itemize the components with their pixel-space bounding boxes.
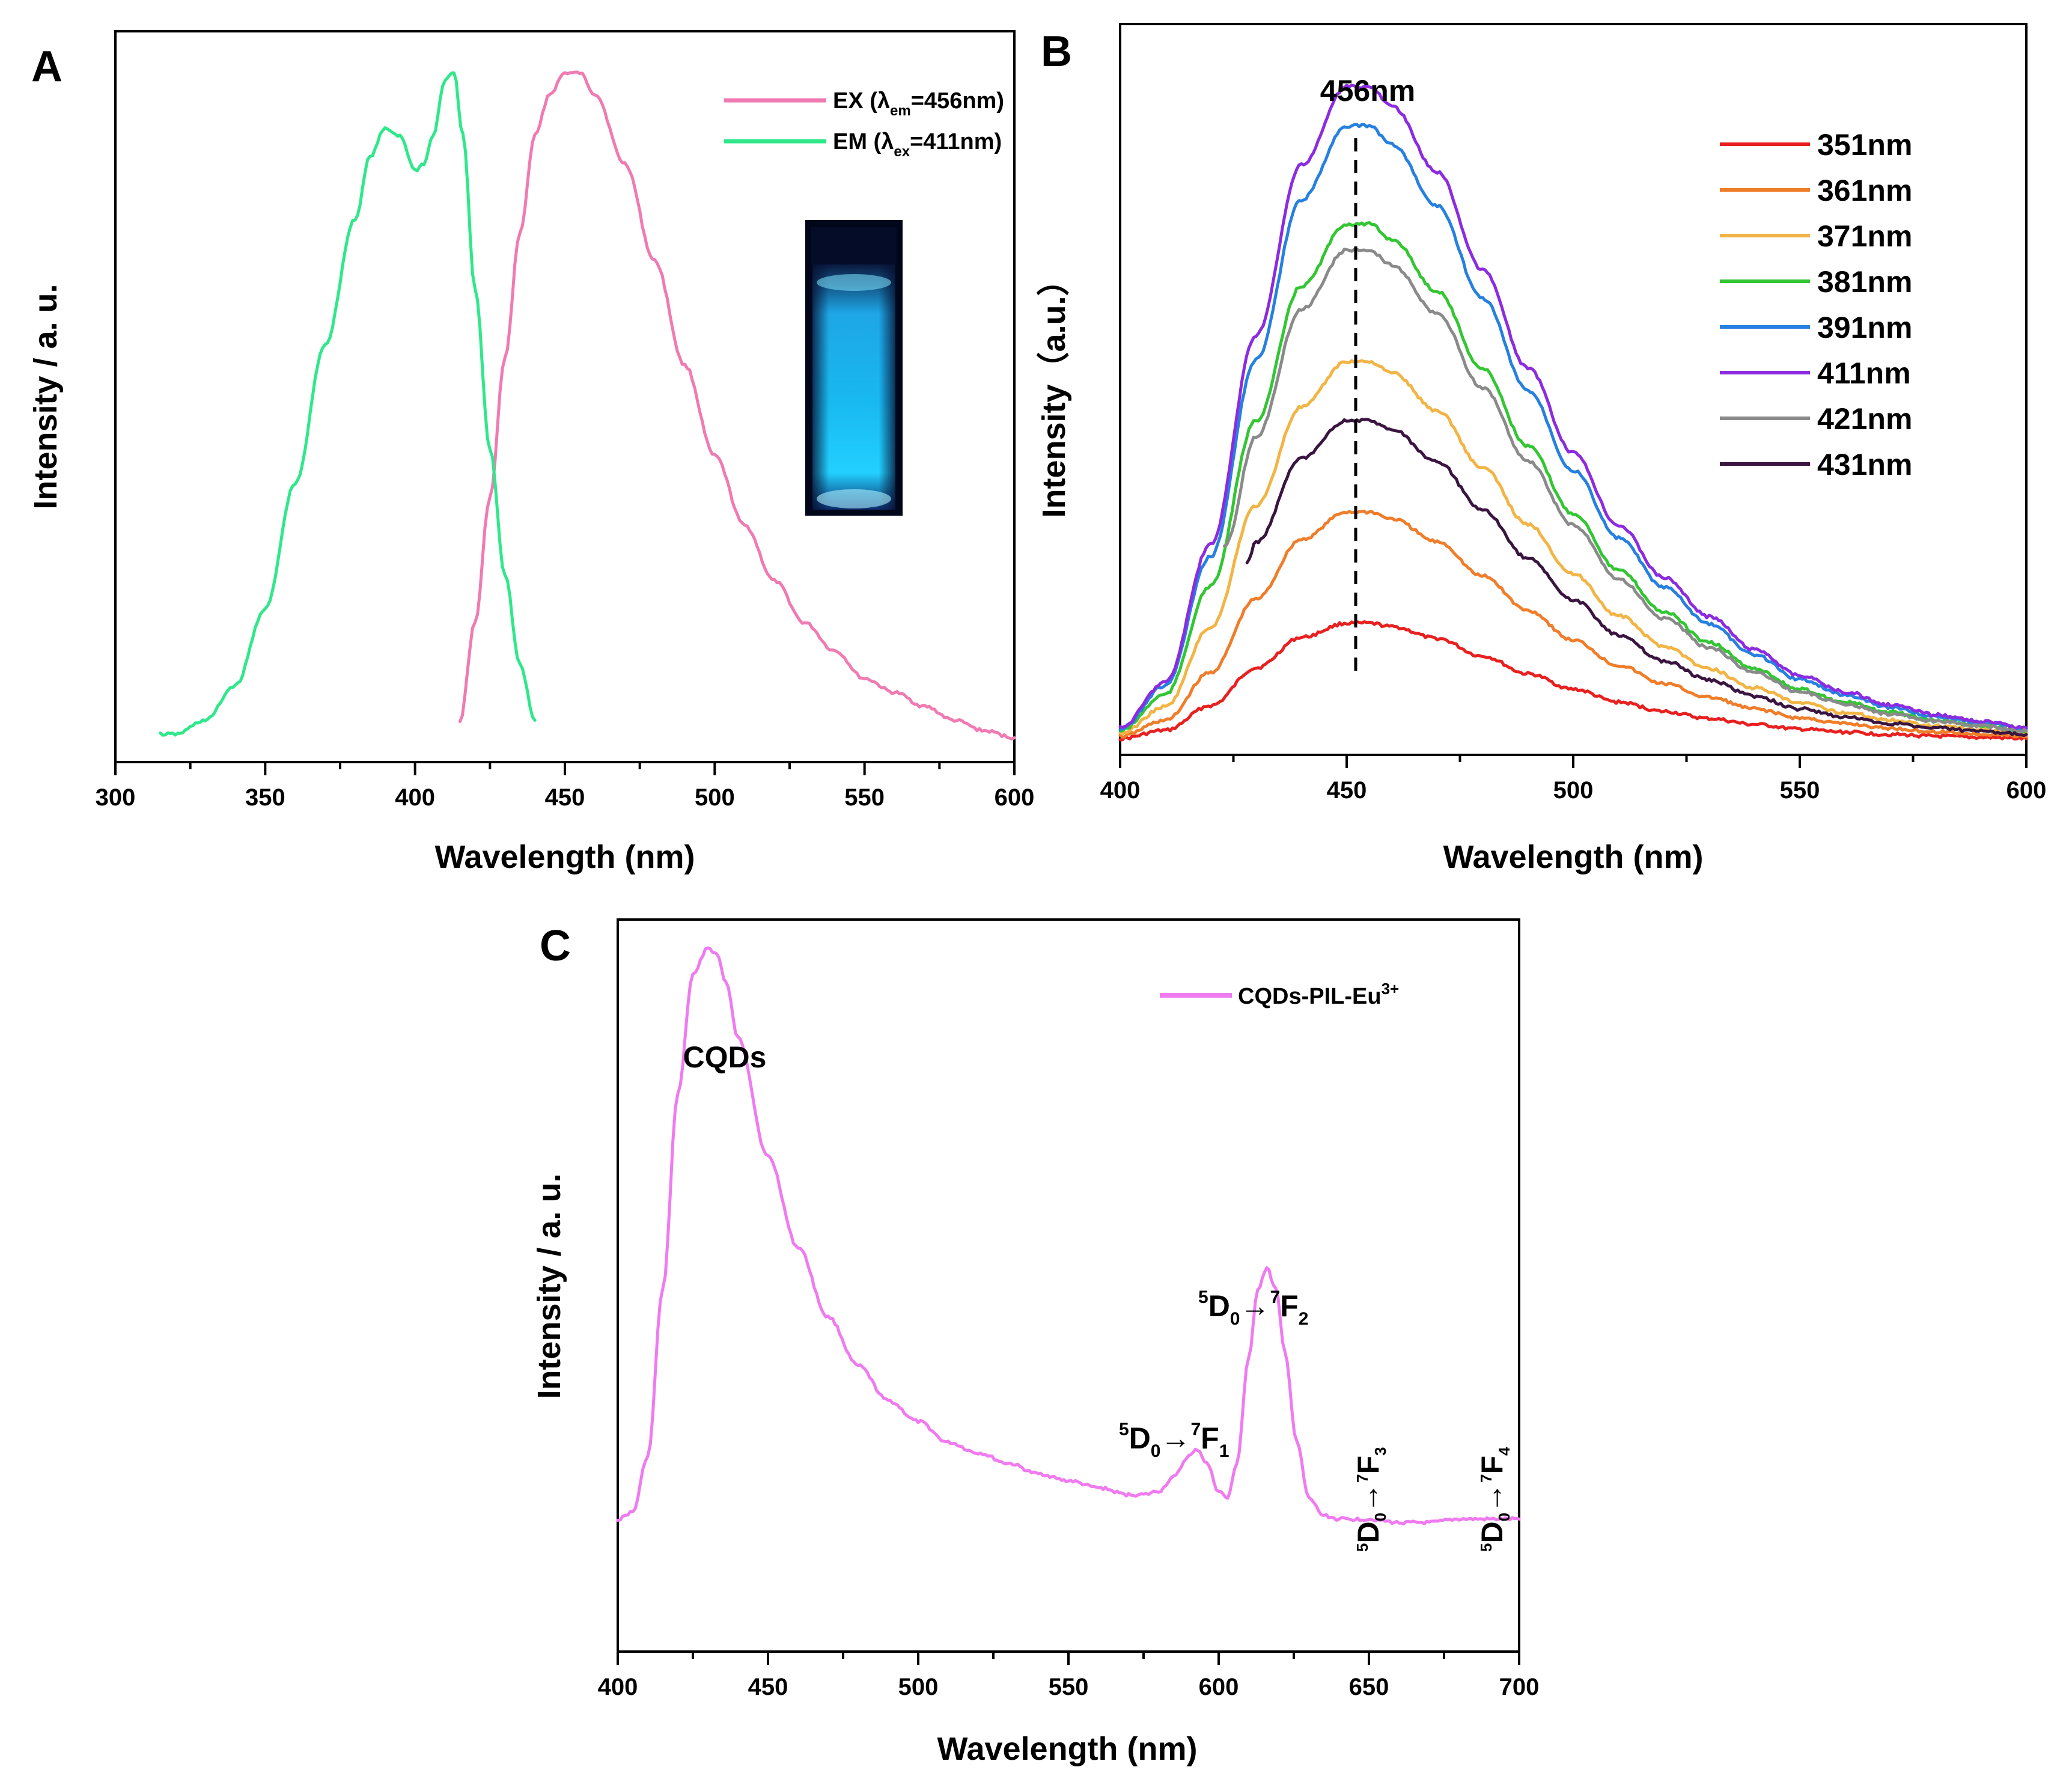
- annotation-5d0-7f1: 5D0→7F1: [1119, 1420, 1229, 1461]
- x-tick-label-550: 550: [1780, 777, 1820, 804]
- x-tick-label-650: 650: [1349, 1674, 1389, 1700]
- x-tick-label-500: 500: [898, 1674, 939, 1700]
- annotation-5d0-7f2: 5D0→7F2: [1198, 1287, 1308, 1329]
- series-cqds-pil-eu3-: [616, 946, 1521, 1526]
- x-tick-label-450: 450: [1327, 777, 1367, 804]
- panel-b-x-ticks: 400 450 500 550 600: [1100, 755, 2047, 804]
- series-351nm: [1118, 620, 2028, 742]
- panel-b-y-axis-title: Intensity（a.u.）: [1036, 263, 1072, 517]
- panel-a-legend: EX (λem=456nm) EM (λex=411nm): [724, 88, 1004, 160]
- panel-a-letter: A: [31, 43, 62, 91]
- annotation-5d0-7f4: 5D0→7F4: [1475, 1447, 1513, 1552]
- cuvette-photo: [805, 220, 903, 516]
- x-tick-label-400: 400: [395, 784, 435, 811]
- x-tick-label-600: 600: [1199, 1674, 1239, 1700]
- legend-label-361nm: 361nm: [1817, 174, 1912, 207]
- x-tick-label-600: 600: [995, 784, 1035, 811]
- panel-b: B 400 450 500 550 600 456nm Wavelength (nm) …: [1036, 23, 2047, 875]
- panel-c-x-axis-title: Wavelength (nm): [937, 1731, 1197, 1767]
- svg-text:5D0→7F3: 5D0→7F3: [1351, 1447, 1389, 1552]
- x-tick-label-400: 400: [1100, 777, 1141, 804]
- panel-a-series: [159, 70, 1016, 741]
- panel-c-legend: CQDs-PIL-Eu3+: [1160, 980, 1399, 1009]
- panel-b-x-axis-title: Wavelength (nm): [1443, 839, 1703, 875]
- series-411nm: [1118, 84, 2028, 730]
- legend-label-431nm: 431nm: [1817, 448, 1912, 481]
- x-tick-label-450: 450: [545, 784, 585, 811]
- series-361nm: [1118, 510, 2028, 739]
- panel-c: C 400 450 500 550 600 650 700 Wavelength (nm) …: [531, 918, 1540, 1767]
- x-tick-label-400: 400: [598, 1674, 638, 1700]
- x-tick-label-500: 500: [1553, 777, 1594, 804]
- legend-label-c: CQDs-PIL-Eu3+: [1238, 980, 1399, 1009]
- panel-b-letter: B: [1041, 28, 1072, 76]
- x-tick-label-600: 600: [2006, 777, 2047, 804]
- legend-label-391nm: 391nm: [1817, 311, 1912, 344]
- x-tick-label-550: 550: [844, 784, 885, 811]
- x-tick-label-300: 300: [96, 784, 136, 811]
- panel-a: A 300 350 400 450 500 550 600 Wavelength (nm) …: [28, 30, 1035, 875]
- series-371nm: [1118, 359, 2028, 736]
- legend-label-em: EM (λex=411nm): [833, 129, 1002, 160]
- series-431nm: [1245, 418, 2028, 737]
- panel-b-legend: 351nm 361nm 371nm 381nm 391nm 411nm 421nm 431nm: [1720, 128, 1912, 481]
- legend-label-351nm: 351nm: [1817, 128, 1912, 162]
- panel-a-x-ticks: 300 350 400 450 500 550 600: [96, 762, 1035, 811]
- panel-c-series: [616, 946, 1521, 1526]
- legend-label-381nm: 381nm: [1817, 265, 1912, 299]
- annotation-cqds: CQDs: [683, 1040, 767, 1074]
- svg-text:5D0→7F4: 5D0→7F4: [1475, 1447, 1513, 1552]
- x-tick-label-550: 550: [1049, 1674, 1089, 1700]
- panel-c-y-axis-title: Intensity / a. u.: [531, 1173, 567, 1399]
- panel-a-x-axis-title: Wavelength (nm): [434, 839, 695, 875]
- series-421nm: [1222, 248, 2028, 734]
- legend-label-411nm: 411nm: [1817, 356, 1911, 390]
- series-em-ex-411nm-: [159, 71, 537, 737]
- panel-c-x-ticks: 400 450 500 550 600 650 700: [598, 1652, 1540, 1700]
- panel-c-letter: C: [540, 922, 571, 970]
- x-tick-label-500: 500: [695, 784, 735, 811]
- legend-label-421nm: 421nm: [1817, 402, 1912, 436]
- legend-label-ex: EX (λem=456nm): [833, 88, 1004, 119]
- series-ex-em-456nm-: [459, 70, 1016, 741]
- panel-b-series: [1118, 84, 2028, 742]
- panel-a-y-axis-title: Intensity / a. u.: [28, 284, 64, 509]
- legend-label-371nm: 371nm: [1817, 219, 1912, 253]
- x-tick-label-700: 700: [1499, 1674, 1540, 1700]
- x-tick-label-450: 450: [748, 1674, 788, 1700]
- annotation-5d0-7f3: 5D0→7F3: [1351, 1447, 1389, 1552]
- x-tick-label-350: 350: [245, 784, 285, 811]
- peak-marker-label: 456nm: [1320, 74, 1415, 108]
